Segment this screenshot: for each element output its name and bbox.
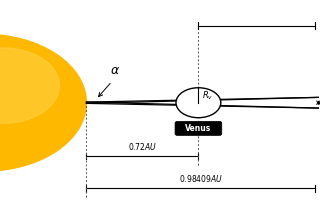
Text: Venus: Venus	[185, 124, 212, 133]
FancyBboxPatch shape	[175, 121, 222, 135]
Circle shape	[176, 88, 221, 118]
Text: $0.72AU$: $0.72AU$	[128, 141, 157, 152]
Text: $0.98409AU$: $0.98409AU$	[179, 173, 223, 184]
Circle shape	[0, 48, 60, 123]
Text: $R_v$: $R_v$	[202, 90, 214, 102]
Circle shape	[0, 34, 86, 171]
Text: $\alpha$: $\alpha$	[110, 64, 120, 77]
